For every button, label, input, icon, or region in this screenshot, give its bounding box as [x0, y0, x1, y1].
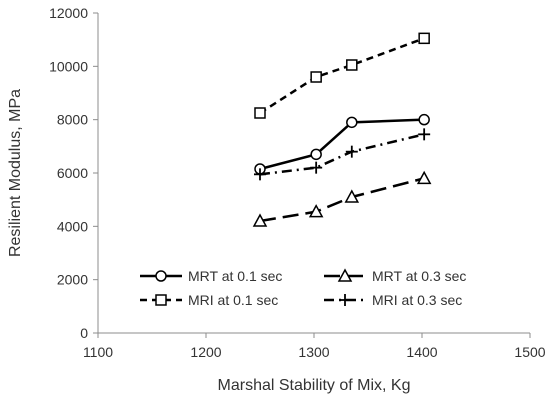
data-point-square: [346, 59, 358, 71]
y-axis-label: Resilient Modulus, MPa: [7, 89, 24, 257]
y-tick-label: 10000: [49, 58, 88, 74]
series-mri-at-0-3-sec: [254, 128, 431, 181]
series-group: [252, 32, 432, 227]
data-point-circle: [346, 116, 358, 129]
legend-marker-triangle: [337, 268, 353, 282]
y-tick-label: 2000: [57, 272, 88, 288]
y-tick-label: 8000: [57, 112, 88, 128]
x-tick-label: 1200: [190, 344, 221, 360]
x-tick-label: 1500: [514, 344, 545, 360]
legend-label: MRT at 0.3 sec: [372, 268, 466, 284]
data-point-plus: [418, 128, 431, 141]
legend-item-mrt-at-0-3-sec: MRT at 0.3 sec: [324, 268, 466, 284]
legend-label: MRI at 0.1 sec: [188, 292, 278, 308]
legend-marker-square: [155, 294, 167, 306]
x-tick-label: 1100: [83, 344, 113, 360]
data-point-circle: [310, 148, 322, 161]
x-tick-label: 1400: [406, 344, 437, 360]
legend-label: MRT at 0.1 sec: [188, 268, 282, 284]
tick-labels: 0 2000 4000 6000 8000 10000 12000 1100 1200 1300 1…: [49, 5, 546, 360]
data-point-circle: [418, 113, 430, 126]
data-point-triangle: [308, 204, 324, 218]
legend-item-mri-at-0-1-sec: MRI at 0.1 sec: [140, 292, 278, 308]
legend-label: MRI at 0.3 sec: [372, 292, 462, 308]
legend-item-mrt-at-0-1-sec: MRT at 0.1 sec: [140, 268, 282, 284]
legend-marker-circle: [155, 270, 167, 282]
series-line-mrt-at-0-3-sec: [259, 177, 425, 223]
y-tick-label: 12000: [49, 5, 88, 21]
x-axis-label: Marshal Stability of Mix, Kg: [218, 377, 411, 394]
x-tick-label: 1300: [298, 344, 329, 360]
series-mrt-at-0-3-sec: [252, 170, 432, 227]
data-point-triangle: [416, 170, 432, 185]
legend-marker-plus: [339, 294, 351, 306]
data-point-triangle: [252, 213, 268, 227]
y-tick-label: 4000: [57, 218, 88, 234]
series-line-mri-at-0-3-sec: [259, 133, 425, 176]
data-point-triangle: [344, 189, 360, 203]
data-point-square: [310, 71, 322, 83]
data-point-square: [254, 107, 266, 119]
data-point-plus: [254, 168, 266, 181]
series-line-mrt-at-0-1-sec: [259, 118, 425, 171]
series-mri-at-0-1-sec: [254, 32, 430, 119]
series-line-mri-at-0-1-sec: [259, 37, 425, 115]
axes: [93, 12, 531, 338]
legend-item-mri-at-0-3-sec: MRI at 0.3 sec: [324, 292, 462, 308]
y-tick-label: 6000: [57, 165, 88, 181]
data-point-plus: [345, 145, 358, 158]
series-mrt-at-0-1-sec: [254, 113, 430, 175]
data-point-plus: [310, 161, 323, 174]
legend: MRT at 0.1 sec MRT at 0.3 sec MRI at 0.1 s…: [140, 268, 466, 308]
y-tick-label: 0: [80, 325, 88, 341]
data-point-square: [418, 32, 430, 45]
